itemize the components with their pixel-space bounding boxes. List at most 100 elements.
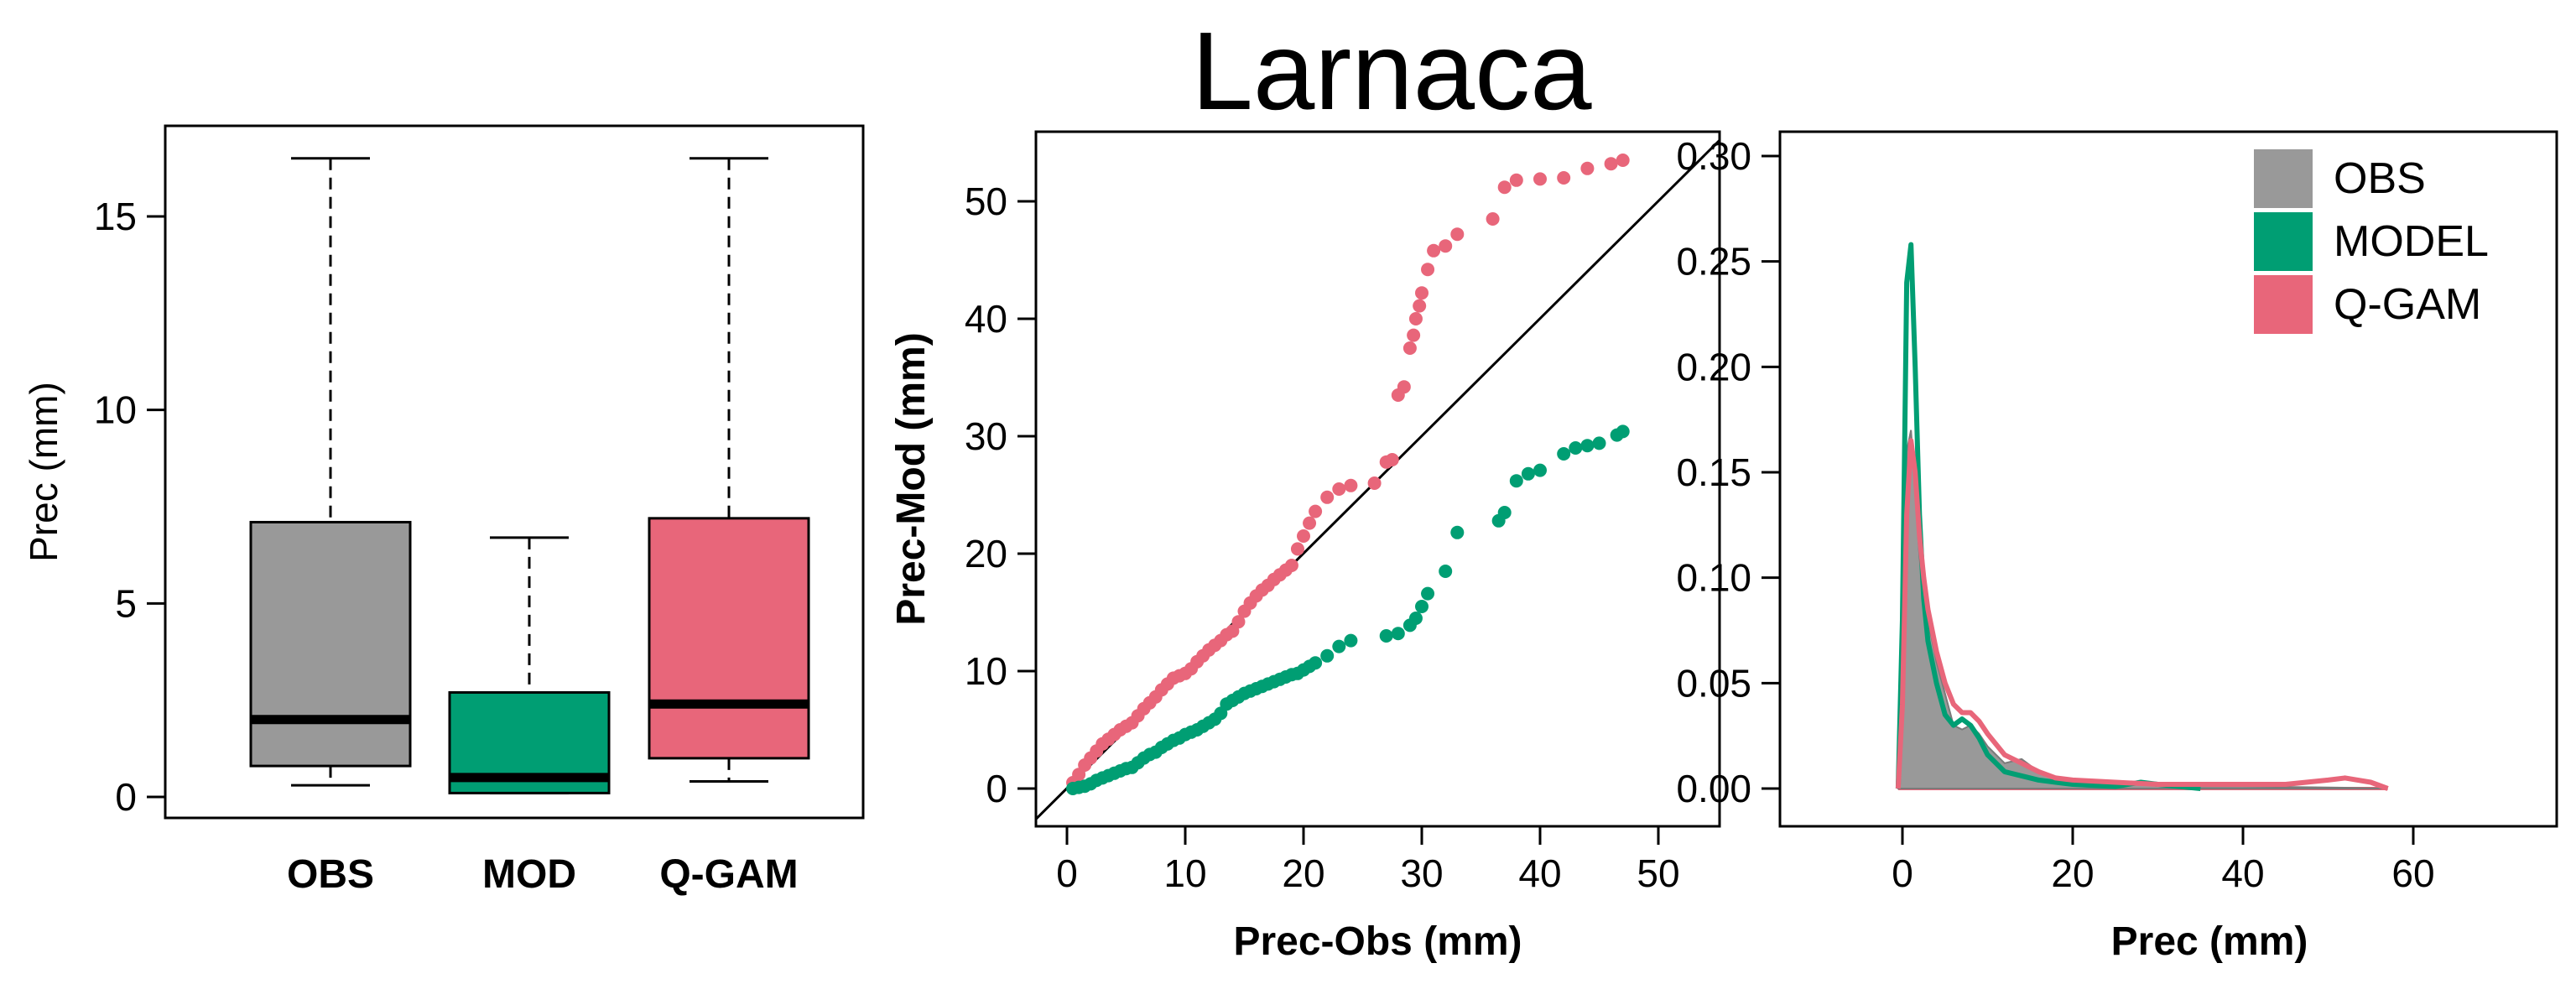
x-category-label: MOD: [482, 852, 576, 897]
scatter-point-q-gam: [1421, 263, 1435, 277]
scatter-point-model: [1391, 627, 1405, 641]
y-tick-label: 0: [986, 767, 1007, 810]
density-frame: [1778, 130, 2558, 828]
scatter-frame: [1034, 130, 1721, 828]
y-tick-label: 0.20: [1676, 345, 1751, 388]
scatter-point-model: [1379, 629, 1393, 643]
x-category-label: Q-GAM: [659, 852, 798, 897]
y-tick-label: 10: [94, 388, 137, 432]
scatter-point-model: [1320, 648, 1335, 663]
scatter-point-q-gam: [1385, 453, 1399, 466]
legend-label: OBS: [2334, 154, 2426, 203]
y-tick-label: 40: [965, 297, 1007, 341]
scatter-point-model: [1415, 600, 1429, 613]
y-tick-label: 0.25: [1676, 240, 1751, 284]
x-axis-label: Prec (mm): [2111, 919, 2308, 964]
scatter-point-model: [1439, 565, 1453, 578]
x-tick-label: 20: [1282, 851, 1324, 895]
y-tick-label: 10: [965, 649, 1007, 693]
scatter-point-model: [1569, 441, 1583, 455]
scatter-point-q-gam: [1415, 286, 1429, 300]
scatter-point-model: [1497, 506, 1512, 519]
density-panel: 0 20 40 60 0.00 0.05 0.10 0.15 0.20 0.25 0.30 Prec …: [1676, 130, 2558, 964]
scatter-point-model: [1580, 439, 1595, 453]
scatter-point-model: [1344, 633, 1358, 648]
y-tick-label: 0.15: [1676, 450, 1751, 494]
scatter-point-model: [1557, 447, 1571, 461]
x-tick-label: 30: [1400, 851, 1443, 895]
scatter-point-q-gam: [1320, 490, 1335, 504]
scatter-point-q-gam: [1290, 542, 1304, 556]
scatter-point-q-gam: [1497, 180, 1512, 195]
scatter-point-q-gam: [1604, 157, 1618, 171]
scatter-point-q-gam: [1344, 478, 1358, 492]
scatter-point-q-gam: [1450, 227, 1465, 242]
legend-swatch-q-gam: [2254, 275, 2313, 334]
legend-label: Q-GAM: [2334, 280, 2481, 329]
scatter-point-model: [1309, 656, 1323, 670]
y-tick-label: 15: [94, 195, 137, 238]
y-axis-label: Prec (mm): [22, 382, 65, 562]
x-tick-label: 60: [2391, 851, 2434, 895]
x-tick-label: 0: [1892, 851, 1913, 895]
scatter-point-q-gam: [1303, 516, 1317, 530]
scatter-point-q-gam: [1509, 173, 1523, 187]
scatter-point-q-gam: [1427, 243, 1441, 258]
legend-swatch-model: [2254, 212, 2313, 271]
scatter-point-q-gam: [1407, 328, 1421, 342]
scatter-point-q-gam: [1402, 341, 1417, 355]
scatter-point-model: [1533, 463, 1547, 477]
scatter-point-model: [1332, 639, 1346, 653]
y-tick-label: 50: [965, 180, 1007, 223]
boxplot-panel: 0 5 10 15 Prec (mm) OBS MOD Q-GAM: [22, 124, 865, 897]
scatter-point-model: [1592, 436, 1606, 450]
legend-label: MODEL: [2334, 217, 2489, 266]
x-tick-label: 50: [1637, 851, 1679, 895]
scatter-point-q-gam: [1397, 380, 1411, 394]
scatter-point-q-gam: [1439, 239, 1453, 253]
scatter-point-q-gam: [1557, 171, 1571, 185]
scatter-point-q-gam: [1486, 212, 1500, 226]
x-tick-label: 0: [1056, 851, 1078, 895]
scatter-point-model: [1421, 586, 1435, 601]
scatter-point-q-gam: [1616, 154, 1630, 167]
density-line-q-gam: [1895, 438, 2389, 791]
y-tick-label: 0.10: [1676, 556, 1751, 600]
scatter-point-q-gam: [1367, 476, 1382, 490]
y-tick-label: 0.30: [1676, 134, 1751, 178]
scatter-point-q-gam: [1413, 299, 1427, 313]
x-tick-label: 10: [1163, 851, 1206, 895]
scatter-point-model: [1509, 474, 1523, 488]
scatter-point-q-gam: [1580, 161, 1595, 175]
boxplot-frame: [164, 124, 865, 820]
scatter-point-model: [1408, 612, 1423, 625]
y-tick-label: 0.05: [1676, 661, 1751, 705]
x-category-label: OBS: [287, 852, 374, 897]
scatter-point-q-gam: [1284, 559, 1298, 572]
legend-swatch-obs: [2254, 149, 2313, 208]
y-tick-label: 5: [115, 581, 137, 625]
figure-title: Larnaca: [1191, 9, 1592, 133]
scatter-point-model: [1616, 424, 1630, 439]
scatter-point-model: [1450, 525, 1465, 539]
y-tick-label: 0.00: [1676, 767, 1751, 810]
y-tick-label: 0: [115, 775, 137, 819]
scatter-point-q-gam: [1297, 529, 1310, 543]
scatter-point-model: [1521, 466, 1535, 481]
scatter-point-q-gam: [1309, 504, 1323, 518]
x-tick-label: 20: [2051, 851, 2094, 895]
box-q-gam: [648, 517, 810, 760]
scatter-point-q-gam: [1408, 312, 1423, 325]
y-axis-label: Prec-Mod (mm): [889, 332, 934, 625]
x-tick-label: 40: [2221, 851, 2264, 895]
y-tick-label: 30: [965, 414, 1007, 458]
x-axis-label: Prec-Obs (mm): [1233, 919, 1522, 964]
box-obs: [249, 520, 412, 768]
scatter-panel: 0 10 20 30 40 50 0 10 20 30 40 50 Prec-Obs (mm) Prec-…: [889, 130, 1721, 964]
y-tick-label: 20: [965, 532, 1007, 575]
scatter-point-q-gam: [1533, 172, 1547, 186]
density-line-model: [1895, 242, 2201, 791]
density-area-obs: [1897, 430, 2388, 789]
x-tick-label: 40: [1518, 851, 1561, 895]
